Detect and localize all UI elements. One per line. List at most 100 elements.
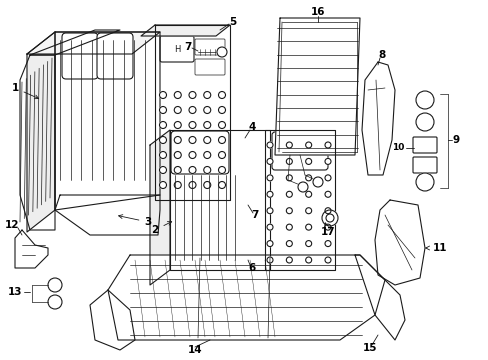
Text: 10: 10	[391, 144, 404, 153]
Circle shape	[297, 182, 307, 192]
Circle shape	[286, 158, 292, 165]
Polygon shape	[27, 32, 160, 54]
Circle shape	[286, 208, 292, 214]
Circle shape	[305, 224, 311, 230]
Circle shape	[266, 208, 272, 214]
FancyBboxPatch shape	[271, 132, 327, 170]
Circle shape	[266, 175, 272, 181]
Polygon shape	[170, 130, 269, 270]
Circle shape	[159, 166, 166, 174]
FancyBboxPatch shape	[412, 137, 436, 153]
Circle shape	[174, 91, 181, 99]
Circle shape	[286, 142, 292, 148]
Circle shape	[159, 136, 166, 144]
Circle shape	[189, 166, 196, 174]
Circle shape	[203, 136, 210, 144]
FancyBboxPatch shape	[195, 39, 224, 55]
Circle shape	[217, 47, 226, 57]
Circle shape	[48, 278, 62, 292]
Polygon shape	[155, 25, 229, 200]
Polygon shape	[264, 130, 334, 270]
Circle shape	[266, 224, 272, 230]
Text: 2: 2	[151, 222, 171, 235]
Circle shape	[189, 107, 196, 113]
Circle shape	[266, 191, 272, 197]
FancyBboxPatch shape	[97, 33, 133, 79]
Circle shape	[286, 257, 292, 263]
Text: 7: 7	[251, 210, 258, 220]
Polygon shape	[150, 130, 170, 285]
Circle shape	[305, 208, 311, 214]
Text: 4: 4	[248, 122, 255, 132]
Polygon shape	[20, 55, 55, 230]
Text: 1: 1	[11, 83, 39, 99]
Circle shape	[159, 181, 166, 189]
Circle shape	[203, 91, 210, 99]
Polygon shape	[274, 18, 359, 155]
Circle shape	[415, 91, 433, 109]
Circle shape	[325, 257, 330, 263]
Circle shape	[305, 158, 311, 165]
Circle shape	[189, 122, 196, 129]
FancyBboxPatch shape	[195, 59, 224, 75]
Circle shape	[305, 191, 311, 197]
Text: 12: 12	[5, 220, 19, 230]
Circle shape	[415, 173, 433, 191]
Text: 8: 8	[378, 50, 385, 60]
Circle shape	[174, 136, 181, 144]
Circle shape	[266, 158, 272, 165]
Polygon shape	[30, 30, 120, 55]
Text: 16: 16	[310, 7, 325, 17]
Circle shape	[218, 152, 225, 158]
Circle shape	[415, 113, 433, 131]
Circle shape	[305, 175, 311, 181]
Circle shape	[174, 166, 181, 174]
Circle shape	[266, 240, 272, 247]
Circle shape	[305, 240, 311, 247]
Text: 6: 6	[248, 263, 255, 273]
Circle shape	[159, 152, 166, 158]
FancyBboxPatch shape	[62, 33, 98, 79]
Polygon shape	[361, 62, 394, 175]
Polygon shape	[141, 25, 229, 36]
Circle shape	[325, 191, 330, 197]
Polygon shape	[354, 255, 404, 340]
Circle shape	[159, 91, 166, 99]
Circle shape	[325, 214, 333, 222]
Circle shape	[325, 208, 330, 214]
Circle shape	[203, 181, 210, 189]
FancyBboxPatch shape	[412, 157, 436, 173]
Circle shape	[218, 166, 225, 174]
Circle shape	[189, 91, 196, 99]
Circle shape	[286, 240, 292, 247]
Text: 9: 9	[451, 135, 459, 145]
Circle shape	[312, 177, 323, 187]
Text: 11: 11	[425, 243, 447, 253]
Circle shape	[218, 136, 225, 144]
Circle shape	[286, 224, 292, 230]
Polygon shape	[374, 200, 424, 285]
Circle shape	[286, 191, 292, 197]
Circle shape	[174, 152, 181, 158]
FancyBboxPatch shape	[171, 131, 228, 174]
Circle shape	[321, 210, 337, 226]
Circle shape	[189, 181, 196, 189]
Circle shape	[218, 91, 225, 99]
Text: 15: 15	[362, 343, 376, 353]
Polygon shape	[90, 290, 135, 350]
Circle shape	[325, 175, 330, 181]
Polygon shape	[108, 255, 384, 340]
Circle shape	[286, 175, 292, 181]
Circle shape	[325, 142, 330, 148]
Circle shape	[174, 181, 181, 189]
Text: 3: 3	[119, 215, 151, 227]
Circle shape	[266, 142, 272, 148]
Circle shape	[305, 142, 311, 148]
Circle shape	[189, 136, 196, 144]
Polygon shape	[55, 195, 160, 235]
Circle shape	[266, 257, 272, 263]
Circle shape	[218, 122, 225, 129]
FancyBboxPatch shape	[160, 36, 194, 62]
Circle shape	[203, 107, 210, 113]
Circle shape	[218, 181, 225, 189]
